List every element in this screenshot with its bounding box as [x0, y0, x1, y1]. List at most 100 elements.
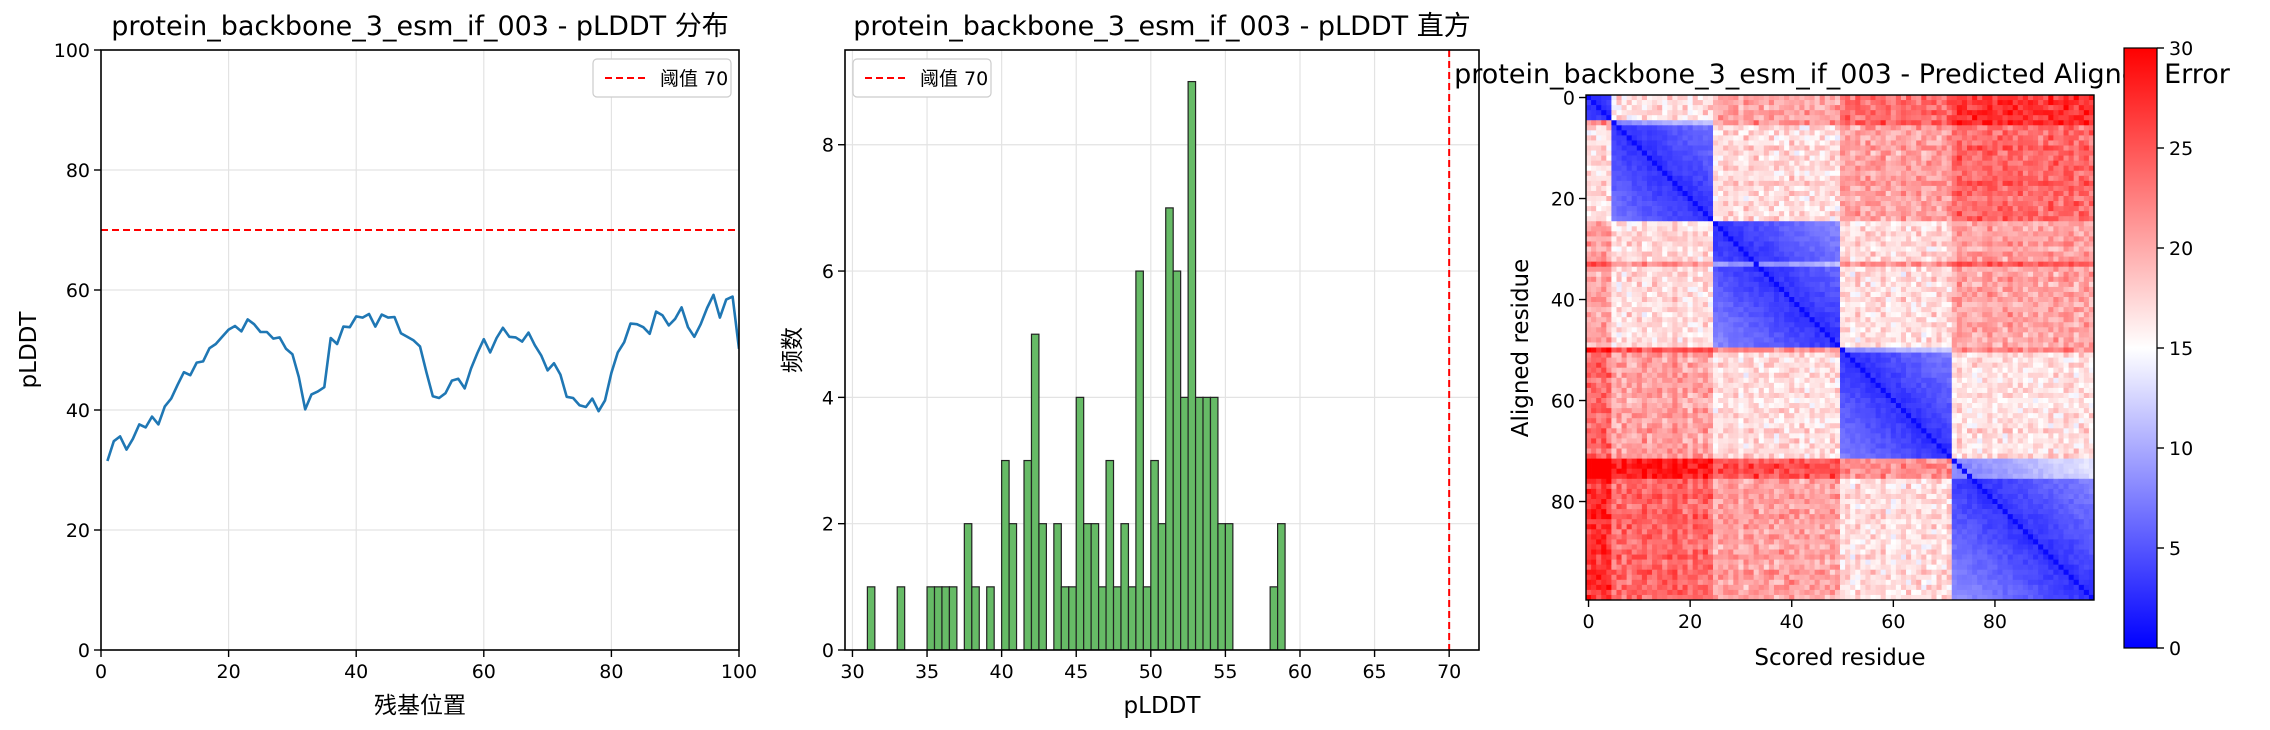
- heatmap-cell: [1814, 322, 1821, 328]
- heatmap-cell: [1799, 332, 1805, 338]
- heatmap-cell: [1657, 271, 1663, 278]
- heatmap-cell: [1870, 266, 1876, 273]
- heatmap-cell: [1977, 307, 1983, 313]
- heatmap-cell: [2022, 302, 2029, 308]
- heatmap-cell: [1804, 105, 1810, 111]
- heatmap-cell: [1596, 266, 1602, 273]
- heatmap-cell: [1784, 322, 1790, 328]
- heatmap-cell: [1606, 281, 1612, 288]
- heatmap-cell: [1931, 100, 1937, 106]
- heatmap-cell: [1972, 271, 1978, 278]
- heatmap-cell: [1814, 337, 1821, 343]
- heatmap-cell: [1621, 125, 1627, 131]
- heatmap-cell: [1662, 175, 1668, 182]
- heatmap-cell: [2043, 190, 2049, 197]
- heatmap-cell: [1951, 236, 1958, 242]
- heatmap-cell: [1906, 206, 1912, 212]
- heatmap-cell: [1992, 256, 1998, 262]
- heatmap-cell: [1829, 160, 1836, 167]
- heatmap-cell: [2033, 332, 2039, 338]
- heatmap-cell: [2017, 271, 2024, 278]
- heatmap-cell: [1840, 322, 1846, 328]
- heatmap-cell: [1794, 216, 1800, 222]
- heatmap-cell: [1768, 231, 1775, 237]
- heatmap-cell: [1855, 185, 1861, 192]
- heatmap-cell: [2068, 196, 2075, 202]
- heatmap-cell: [1626, 155, 1633, 161]
- heatmap-cell: [1906, 190, 1912, 197]
- heatmap-cell: [1631, 307, 1638, 313]
- heatmap-cell: [1657, 160, 1663, 167]
- heatmap-cell: [1977, 271, 1983, 278]
- heatmap-cell: [1768, 226, 1775, 232]
- heatmap-cell: [1804, 100, 1810, 106]
- heatmap-cell: [2038, 185, 2044, 192]
- heatmap-cell: [1926, 236, 1932, 242]
- heatmap-cell: [1992, 236, 1998, 242]
- heatmap-cell: [1855, 231, 1861, 237]
- heatmap-cell: [1631, 170, 1638, 177]
- heatmap-cell: [1707, 251, 1714, 257]
- heatmap-cell: [2073, 100, 2080, 106]
- heatmap-cell: [1931, 332, 1937, 338]
- heatmap-cell: [1860, 307, 1866, 313]
- heatmap-cell: [1890, 286, 1897, 293]
- heatmap-cell: [2012, 105, 2019, 111]
- heatmap-cell: [1784, 241, 1790, 247]
- heatmap-cell: [1667, 135, 1673, 141]
- heatmap-cell: [1631, 261, 1638, 268]
- heatmap-cell: [1728, 307, 1734, 313]
- heatmap-cell: [1779, 286, 1785, 293]
- heatmap-cell: [1936, 276, 1942, 283]
- heatmap-cell: [1707, 150, 1714, 156]
- heatmap-cell: [1987, 135, 1993, 141]
- heatmap-cell: [1743, 201, 1749, 207]
- heatmap-cell: [2043, 286, 2049, 293]
- heatmap-cell: [1784, 155, 1790, 161]
- heatmap-cell: [1926, 332, 1932, 338]
- heatmap-cell: [2038, 201, 2044, 207]
- heatmap-cell: [1789, 140, 1795, 146]
- heatmap-cell: [1834, 190, 1841, 197]
- heatmap-cell: [1672, 105, 1678, 111]
- heatmap-cell: [1814, 271, 1821, 278]
- heatmap-cell: [1718, 286, 1724, 293]
- heatmap-cell: [1606, 190, 1612, 197]
- heatmap-cell: [1840, 201, 1846, 207]
- heatmap-cell: [2063, 281, 2069, 288]
- heatmap-cell: [1961, 105, 1968, 111]
- heatmap-cell: [2012, 155, 2019, 161]
- heatmap-cell: [1718, 332, 1724, 338]
- heatmap-cell: [1931, 206, 1937, 212]
- heatmap-cell: [1616, 291, 1622, 298]
- heatmap-cell: [1733, 120, 1739, 126]
- heatmap-cell: [1723, 115, 1729, 121]
- heatmap-cell: [2063, 291, 2069, 298]
- heatmap-cell: [1885, 130, 1892, 136]
- heatmap-cell: [1941, 261, 1948, 268]
- heatmap-cell: [1697, 286, 1704, 293]
- heatmap-cell: [1906, 150, 1912, 156]
- heatmap-cell: [2053, 322, 2059, 328]
- heatmap-cell: [1834, 322, 1841, 328]
- heatmap-cell: [1804, 110, 1810, 116]
- heatmap-cell: [1911, 236, 1917, 242]
- heatmap-cell: [1972, 160, 1978, 167]
- heatmap-cell: [2043, 185, 2049, 192]
- heatmap-cell: [1972, 256, 1978, 262]
- heatmap-cell: [1840, 251, 1846, 257]
- heatmap-cell: [1784, 286, 1790, 293]
- heatmap-cell: [1987, 206, 1993, 212]
- heatmap-cell: [1982, 100, 1988, 106]
- heatmap-cell: [1687, 231, 1694, 237]
- heatmap-cell: [1743, 312, 1749, 318]
- heatmap-cell: [1667, 105, 1673, 111]
- heatmap-cell: [1753, 155, 1760, 161]
- heatmap-cell: [1697, 291, 1704, 298]
- heatmap-cell: [2053, 286, 2059, 293]
- heatmap-cell: [1652, 302, 1658, 308]
- heatmap-cell: [1809, 302, 1815, 308]
- heatmap-cell: [1652, 211, 1658, 217]
- heatmap-cell: [1936, 120, 1942, 126]
- heatmap-cell: [1880, 281, 1887, 288]
